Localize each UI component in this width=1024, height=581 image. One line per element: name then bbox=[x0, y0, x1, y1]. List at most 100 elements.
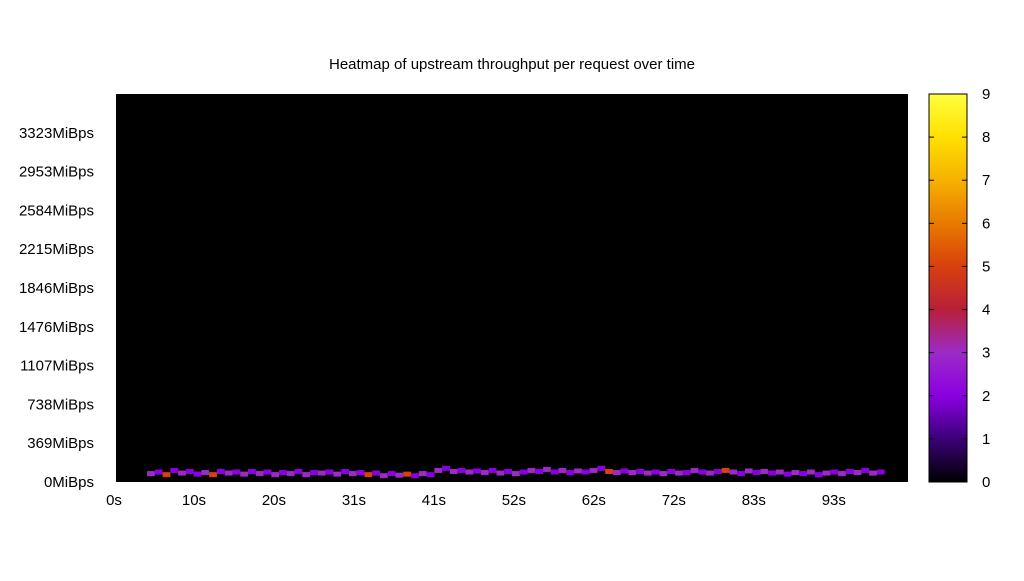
heatmap-cell bbox=[845, 468, 854, 474]
x-tick-label: 72s bbox=[662, 492, 686, 509]
heatmap-cell bbox=[411, 473, 419, 479]
y-tick-label: 3323MiBps bbox=[19, 125, 94, 142]
heatmap-cell bbox=[612, 470, 621, 476]
heatmap-cell bbox=[651, 469, 660, 475]
heatmap-cell bbox=[442, 465, 450, 471]
heatmap-cell bbox=[473, 468, 481, 474]
heatmap-cell bbox=[348, 471, 357, 477]
heatmap-cell bbox=[248, 468, 256, 474]
x-tick-label: 62s bbox=[582, 492, 606, 509]
heatmap-cell bbox=[255, 471, 264, 477]
heatmap-cell bbox=[232, 469, 241, 475]
heatmap-cell bbox=[558, 467, 567, 473]
heatmap-cell bbox=[178, 470, 186, 476]
heatmap-cell bbox=[690, 467, 699, 473]
heatmap-cell bbox=[698, 469, 707, 475]
heatmap-cell bbox=[263, 469, 272, 475]
colorbar-tick-label: 4 bbox=[982, 302, 990, 319]
heatmap-cell bbox=[403, 471, 412, 477]
heatmap-cell bbox=[605, 468, 613, 474]
heatmap-cell bbox=[418, 471, 427, 477]
y-tick-label: 1846MiBps bbox=[19, 280, 94, 297]
x-tick-label: 0s bbox=[106, 492, 122, 509]
colorbar bbox=[928, 93, 968, 483]
heatmap-cell bbox=[822, 470, 831, 476]
heatmap-cell bbox=[853, 470, 862, 476]
heatmap-cell bbox=[504, 468, 512, 474]
heatmap-cell bbox=[550, 469, 559, 475]
x-tick-label: 31s bbox=[342, 492, 366, 509]
heatmap-cell bbox=[783, 471, 792, 477]
heatmap-cell bbox=[372, 470, 380, 476]
y-tick-label: 2953MiBps bbox=[19, 164, 94, 181]
heatmap-cell bbox=[838, 471, 846, 477]
heatmap-cell bbox=[721, 467, 730, 473]
heatmap-cell bbox=[876, 469, 885, 475]
x-tick-label: 10s bbox=[182, 492, 206, 509]
colorbar-tick-label: 2 bbox=[982, 388, 990, 405]
heatmap-cell bbox=[170, 467, 179, 473]
heatmap-cell bbox=[395, 472, 404, 478]
heatmap-cell bbox=[628, 470, 637, 476]
heatmap-cell bbox=[310, 470, 318, 476]
heatmap-cell bbox=[791, 470, 800, 476]
heatmap-cell bbox=[737, 471, 745, 477]
y-tick-label: 369MiBps bbox=[27, 435, 94, 452]
y-tick-label: 0MiBps bbox=[44, 474, 94, 491]
heatmap-cell bbox=[861, 467, 870, 473]
heatmap-cell bbox=[636, 468, 644, 474]
heatmap-cell bbox=[449, 468, 458, 474]
heatmap-cell bbox=[434, 467, 443, 473]
heatmap-cell bbox=[147, 471, 155, 477]
heatmap-cell bbox=[294, 468, 303, 474]
heatmap-cell bbox=[807, 469, 815, 475]
x-tick-label: 83s bbox=[742, 492, 766, 509]
heatmap-cell bbox=[574, 468, 582, 474]
heatmap-cell bbox=[457, 467, 466, 473]
x-tick-label: 93s bbox=[822, 492, 846, 509]
y-tick-label: 1107MiBps bbox=[20, 358, 94, 375]
heatmap-cell bbox=[543, 466, 551, 472]
colorbar-tick-label: 8 bbox=[982, 129, 990, 146]
heatmap-cell bbox=[496, 470, 505, 476]
colorbar-tick-label: 7 bbox=[982, 172, 990, 189]
heatmap-cell bbox=[519, 469, 528, 475]
x-tick-label: 52s bbox=[502, 492, 526, 509]
heatmap-cell bbox=[480, 470, 489, 476]
heatmap-cell bbox=[286, 471, 295, 477]
heatmap-cell bbox=[271, 472, 280, 478]
heatmap-cell bbox=[869, 470, 877, 476]
heatmap-cell bbox=[667, 468, 676, 474]
y-tick-label: 738MiBps bbox=[27, 396, 94, 413]
heatmap-cell bbox=[799, 471, 808, 477]
colorbar-tick-label: 0 bbox=[982, 474, 990, 491]
heatmap-cell bbox=[566, 470, 575, 476]
chart-title: Heatmap of upstream throughput per reque… bbox=[328, 56, 696, 73]
colorbar-tick-label: 3 bbox=[982, 345, 990, 362]
plot-area bbox=[116, 94, 908, 482]
heatmap-cell bbox=[333, 471, 342, 477]
heatmap-cell bbox=[465, 469, 474, 475]
heatmap-cell bbox=[185, 468, 194, 474]
heatmap-cell bbox=[814, 472, 823, 478]
heatmap-cell bbox=[768, 470, 776, 476]
heatmap-cell bbox=[729, 469, 738, 475]
heatmap-cell bbox=[387, 471, 396, 477]
heatmap-cell bbox=[675, 470, 683, 476]
x-tick-label: 20s bbox=[262, 492, 286, 509]
heatmap-cell bbox=[597, 465, 606, 471]
colorbar-tick-label: 6 bbox=[982, 215, 990, 232]
heatmap-cell bbox=[240, 471, 248, 477]
heatmap-cell bbox=[776, 469, 784, 475]
heatmap-cell bbox=[760, 468, 769, 474]
heatmap-cell bbox=[706, 470, 714, 476]
heatmap-cell bbox=[426, 472, 435, 478]
heatmap-cell bbox=[201, 470, 210, 476]
heatmap-cell bbox=[380, 473, 388, 479]
heatmap-cell bbox=[744, 468, 753, 474]
y-tick-label: 1476MiBps bbox=[19, 319, 94, 336]
heatmap-cell bbox=[341, 468, 349, 474]
heatmap-cell bbox=[325, 469, 334, 475]
heatmap-cell bbox=[644, 470, 652, 476]
